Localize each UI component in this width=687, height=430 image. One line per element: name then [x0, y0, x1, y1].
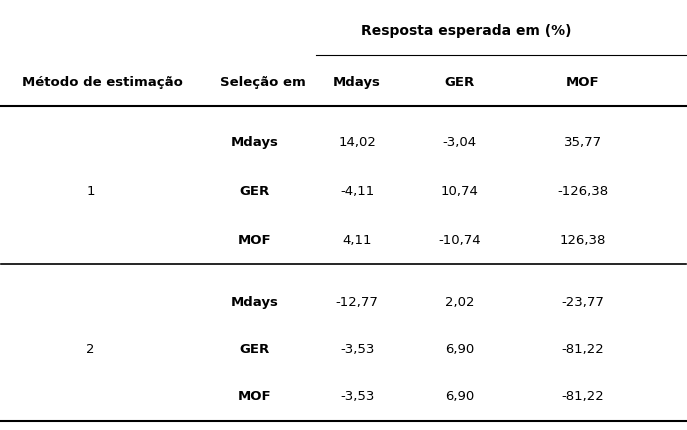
Text: -81,22: -81,22: [561, 343, 605, 356]
Text: -23,77: -23,77: [561, 296, 605, 309]
Text: -3,53: -3,53: [340, 390, 374, 403]
Text: GER: GER: [444, 76, 475, 89]
Text: Mdays: Mdays: [231, 136, 278, 149]
Text: -3,04: -3,04: [442, 136, 477, 149]
Text: Método de estimação: Método de estimação: [22, 76, 183, 89]
Text: 2: 2: [86, 343, 95, 356]
Text: MOF: MOF: [238, 234, 271, 247]
Text: 14,02: 14,02: [338, 136, 376, 149]
Text: -12,77: -12,77: [336, 296, 379, 309]
Text: -81,22: -81,22: [561, 390, 605, 403]
Text: 6,90: 6,90: [445, 343, 475, 356]
Text: -4,11: -4,11: [340, 185, 374, 198]
Text: GER: GER: [240, 343, 270, 356]
Text: 4,11: 4,11: [342, 234, 372, 247]
Text: 35,77: 35,77: [564, 136, 602, 149]
Text: -126,38: -126,38: [557, 185, 609, 198]
Text: 6,90: 6,90: [445, 390, 475, 403]
Text: GER: GER: [240, 185, 270, 198]
Text: -10,74: -10,74: [438, 234, 481, 247]
Text: 126,38: 126,38: [560, 234, 606, 247]
Text: -3,53: -3,53: [340, 343, 374, 356]
Text: 2,02: 2,02: [445, 296, 475, 309]
Text: Mdays: Mdays: [333, 76, 381, 89]
Text: Seleção em: Seleção em: [221, 76, 306, 89]
Text: MOF: MOF: [566, 76, 600, 89]
Text: 1: 1: [86, 185, 95, 198]
Text: Resposta esperada em (%): Resposta esperada em (%): [361, 24, 572, 38]
Text: 10,74: 10,74: [441, 185, 479, 198]
Text: MOF: MOF: [238, 390, 271, 403]
Text: Mdays: Mdays: [231, 296, 278, 309]
